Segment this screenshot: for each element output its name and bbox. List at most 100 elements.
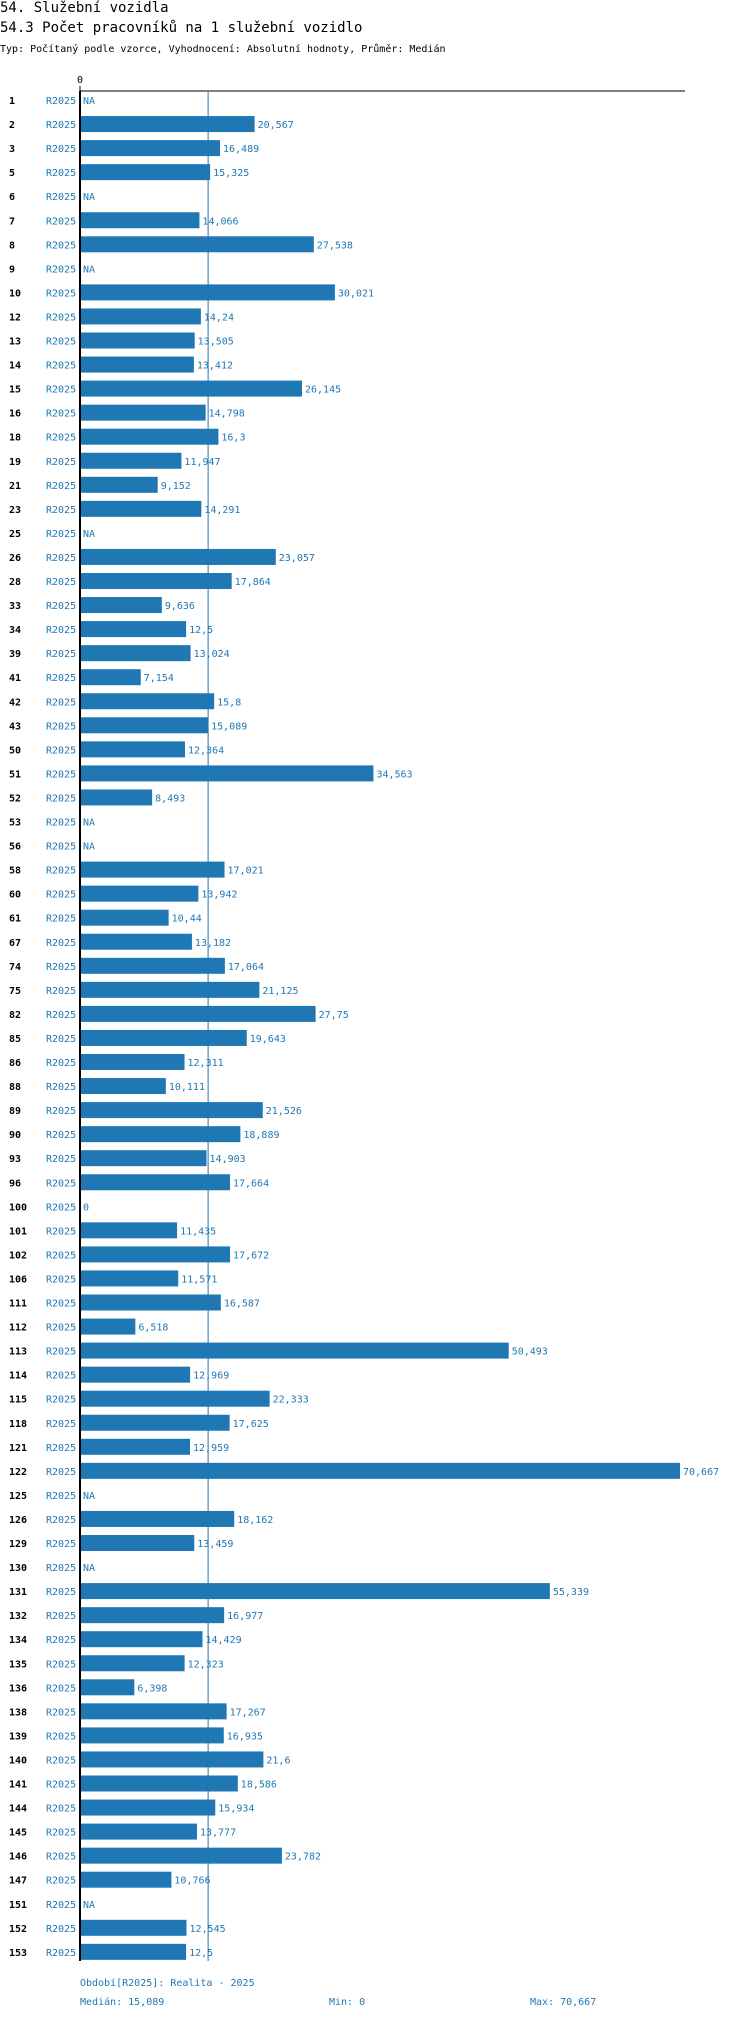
bar-value-label: 14,798 — [209, 409, 245, 420]
chart-title: 54. Služební vozidla — [0, 0, 169, 16]
row-label: 50 — [9, 745, 21, 756]
series-label: R2025 — [46, 914, 76, 925]
bar-value-label: 15,089 — [211, 721, 247, 732]
bar-value-label: 23,057 — [279, 553, 315, 564]
row-label: 67 — [9, 938, 21, 949]
row-label: 2 — [9, 120, 15, 131]
series-label: R2025 — [46, 1635, 76, 1646]
series-label: R2025 — [46, 1106, 76, 1117]
bar-value-label: 23,782 — [285, 1852, 321, 1863]
bar — [80, 861, 225, 878]
bar-value-label: 16,977 — [227, 1611, 263, 1622]
row-label: 118 — [9, 1419, 27, 1430]
row-label: 152 — [9, 1924, 27, 1935]
row-label: 26 — [9, 553, 21, 564]
row-label: 5 — [9, 168, 15, 179]
series-label: R2025 — [46, 842, 76, 853]
series-label: R2025 — [46, 577, 76, 588]
row-label: 82 — [9, 1010, 21, 1021]
row-label: 23 — [9, 505, 21, 516]
row-label: 121 — [9, 1443, 27, 1454]
series-label: R2025 — [46, 457, 76, 468]
series-label: R2025 — [46, 1948, 76, 1959]
series-label: R2025 — [46, 649, 76, 660]
bar-value-label: 16,935 — [227, 1731, 263, 1742]
bar — [80, 1270, 179, 1287]
bar — [80, 1847, 282, 1864]
row-label: 13 — [9, 337, 21, 348]
bar-value-label: NA — [83, 1900, 95, 1911]
row-label: 43 — [9, 721, 21, 732]
bar — [80, 1174, 230, 1191]
series-label: R2025 — [46, 1900, 76, 1911]
row-label: 144 — [9, 1804, 27, 1815]
row-label: 18 — [9, 433, 21, 444]
series-label: R2025 — [46, 890, 76, 901]
bar-value-label: 12,545 — [190, 1924, 226, 1935]
bar-value-label: 7,154 — [144, 673, 174, 684]
row-label: 7 — [9, 216, 15, 227]
bar — [80, 1029, 247, 1046]
bar — [80, 1222, 178, 1239]
bar-value-label: 50,493 — [512, 1347, 548, 1358]
series-label: R2025 — [46, 1804, 76, 1815]
row-label: 136 — [9, 1683, 27, 1694]
series-label: R2025 — [46, 288, 76, 299]
bar — [80, 1799, 216, 1816]
row-label: 93 — [9, 1154, 21, 1165]
bar-value-label: 21,125 — [262, 986, 298, 997]
row-label: 122 — [9, 1467, 27, 1478]
footer-max: Max: 70,667 — [530, 1997, 597, 2008]
row-label: 14 — [9, 361, 21, 372]
series-label: R2025 — [46, 192, 76, 203]
bar-value-label: 13,777 — [200, 1828, 236, 1839]
row-label: 141 — [9, 1780, 27, 1791]
bar-value-label: 21,526 — [266, 1106, 302, 1117]
row-label: 114 — [9, 1371, 27, 1382]
series-label: R2025 — [46, 1130, 76, 1141]
row-label: 145 — [9, 1828, 27, 1839]
row-label: 12 — [9, 312, 21, 323]
bar-value-label: 17,267 — [230, 1707, 266, 1718]
row-label: 88 — [9, 1082, 21, 1093]
bar-value-label: 17,625 — [233, 1419, 269, 1430]
row-label: 153 — [9, 1948, 27, 1959]
row-label: 130 — [9, 1563, 27, 1574]
bar-value-label: 18,586 — [241, 1780, 277, 1791]
series-label: R2025 — [46, 1443, 76, 1454]
bar — [80, 981, 260, 998]
bar — [80, 1462, 680, 1479]
row-label: 147 — [9, 1876, 27, 1887]
bar — [80, 885, 199, 902]
series-label: R2025 — [46, 1178, 76, 1189]
bar-value-label: NA — [83, 96, 95, 107]
bar — [80, 428, 219, 445]
bar-value-label: 12,5 — [189, 1948, 213, 1959]
series-label: R2025 — [46, 793, 76, 804]
row-label: 101 — [9, 1226, 27, 1237]
bar-value-label: 12,323 — [188, 1659, 224, 1670]
series-label: R2025 — [46, 240, 76, 251]
bar — [80, 116, 255, 133]
series-label: R2025 — [46, 553, 76, 564]
bar-value-label: NA — [83, 192, 95, 203]
bar — [80, 1078, 166, 1095]
row-label: 60 — [9, 890, 21, 901]
bar-value-label: 17,672 — [233, 1250, 269, 1261]
series-label: R2025 — [46, 818, 76, 829]
bar-value-label: 14,24 — [204, 312, 234, 323]
series-label: R2025 — [46, 144, 76, 155]
series-label: R2025 — [46, 1611, 76, 1622]
row-label: 39 — [9, 649, 21, 660]
bar — [80, 1102, 263, 1119]
series-label: R2025 — [46, 168, 76, 179]
bar — [80, 1871, 172, 1888]
bar — [80, 1703, 227, 1720]
bar-value-label: 70,667 — [683, 1467, 719, 1478]
bar-value-label: 17,664 — [233, 1178, 269, 1189]
bar-value-label: 14,066 — [202, 216, 238, 227]
bar — [80, 548, 276, 565]
bar-value-label: 12,5 — [189, 625, 213, 636]
row-label: 21 — [9, 481, 21, 492]
row-label: 53 — [9, 818, 21, 829]
